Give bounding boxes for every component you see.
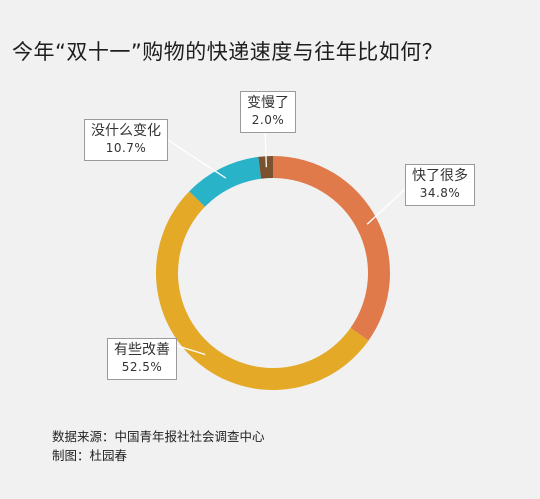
leader-line-1 — [366, 188, 406, 225]
source-note: 数据来源：中国青年报社社会调查中心 — [52, 429, 265, 444]
slice-label-2: 有些改善 52.5% — [107, 338, 177, 380]
leader-line-4 — [264, 132, 267, 168]
leader-line-3 — [167, 139, 227, 179]
slice-label-3: 没什么变化 10.7% — [84, 119, 168, 161]
chart-title: 今年“双十一”购物的快递速度与往年比如何？ — [12, 40, 444, 64]
slice-label-name: 变慢了 — [247, 95, 289, 111]
slice-3 — [189, 156, 262, 207]
slice-label-name: 没什么变化 — [91, 123, 161, 139]
slice-label-value: 10.7% — [105, 141, 147, 155]
slice-label-value: 2.0% — [251, 113, 285, 127]
footer: 数据来源：中国青年报社社会调查中心 制图：杜园春 — [52, 427, 265, 465]
slice-label-value: 52.5% — [121, 360, 163, 374]
donut-chart — [152, 132, 406, 390]
slice-label-1: 快了很多 34.8% — [405, 164, 475, 206]
slice-label-name: 有些改善 — [114, 342, 170, 358]
slice-2 — [156, 191, 369, 390]
slice-label-value: 34.8% — [419, 186, 461, 200]
slice-4 — [258, 156, 273, 179]
slice-label-name: 快了很多 — [412, 168, 468, 184]
slice-1 — [273, 156, 391, 341]
credit-note: 制图：杜园春 — [52, 448, 128, 463]
slice-label-4: 变慢了 2.0% — [240, 91, 296, 133]
